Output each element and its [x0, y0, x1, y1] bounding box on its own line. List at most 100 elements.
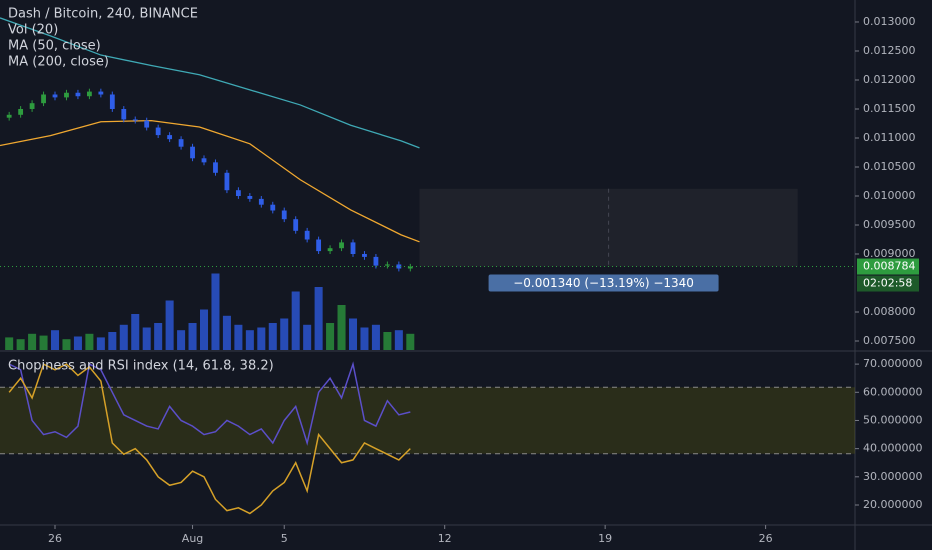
indicator-title: Chopiness and RSI index (14, 61.8, 38.2)	[8, 359, 274, 374]
moving-average	[0, 17, 420, 149]
candle-body	[75, 92, 81, 97]
measure-label: −0.001340 (−13.19%) −1340	[513, 276, 694, 290]
candle-body	[178, 139, 184, 147]
candle-body	[362, 254, 367, 257]
volume-bar	[62, 339, 71, 350]
volume-bar	[406, 333, 415, 350]
y-tick-label: 0.009500	[863, 218, 916, 231]
volume-bar	[177, 330, 186, 350]
candle-body	[316, 239, 322, 252]
volume-bar	[222, 315, 231, 350]
candle-body	[18, 108, 24, 115]
x-tick-label: 5	[281, 532, 288, 545]
volume-bar	[85, 333, 94, 350]
volume-bar	[348, 318, 358, 350]
measure-label-box	[488, 274, 719, 292]
candle-body	[281, 210, 287, 220]
x-tick-label: 26	[759, 532, 773, 545]
candle-body	[327, 248, 333, 252]
volume-bar	[303, 324, 312, 350]
candle-body	[304, 230, 310, 240]
y-tick-label: 0.012500	[863, 44, 916, 57]
volume-bar	[108, 332, 117, 350]
y-tick-label: 30.000000	[863, 470, 923, 483]
last-price-box	[857, 258, 919, 275]
candle-body	[350, 242, 356, 255]
candle-body	[29, 103, 35, 109]
x-tick-label: 19	[598, 532, 612, 545]
x-tick-label: Aug	[182, 532, 203, 545]
indicator-line	[8, 361, 411, 446]
countdown-box	[857, 275, 919, 292]
volume-bar	[73, 336, 82, 350]
volume-bar	[96, 337, 105, 350]
y-tick-label: 0.011500	[863, 102, 916, 115]
volume-bar	[211, 273, 220, 350]
candle-body	[86, 91, 92, 97]
countdown-label: 02:02:58	[863, 277, 912, 290]
candle-body	[167, 135, 173, 140]
legend-entry: Vol (20)	[8, 23, 58, 38]
volume-bar	[188, 323, 197, 350]
candle-body	[339, 242, 344, 249]
moving-average	[0, 119, 420, 243]
volume-bar	[360, 327, 369, 350]
candle-body	[270, 204, 276, 211]
last-price-label: 0.008784	[863, 260, 916, 273]
candle-body	[132, 119, 138, 121]
candle-body	[121, 108, 127, 120]
y-tick-label: 0.011000	[863, 131, 916, 144]
volume-bar	[142, 327, 151, 350]
candle-body	[235, 190, 241, 196]
candle-body	[384, 264, 390, 266]
volume-bar	[314, 287, 323, 350]
y-tick-label: 50.000000	[863, 413, 923, 426]
volume-bar	[199, 309, 209, 350]
volume-bar	[383, 332, 392, 350]
volume-bar	[337, 305, 346, 350]
candle-body	[224, 172, 230, 191]
volume-bar	[394, 330, 403, 350]
y-tick-label: 0.012000	[863, 73, 916, 86]
y-tick-label: 60.000000	[863, 385, 923, 398]
candle-body	[396, 264, 402, 269]
candle-body	[373, 256, 379, 266]
candle-body	[64, 92, 69, 98]
candle-body	[258, 198, 264, 205]
volume-bar	[245, 330, 254, 350]
y-tick-label: 70.000000	[863, 357, 923, 370]
y-tick-label: 0.009000	[863, 247, 916, 260]
candle-body	[190, 146, 195, 159]
candle-body	[41, 94, 46, 104]
candle-body	[293, 219, 299, 231]
volume-bar	[234, 324, 243, 350]
volume-bar	[5, 337, 14, 350]
legend-entry: MA (200, close)	[8, 55, 109, 70]
volume-bar	[280, 318, 289, 350]
y-tick-label: 0.008000	[863, 305, 916, 318]
volume-bar	[257, 327, 266, 350]
legend-entry: MA (50, close)	[8, 39, 101, 54]
candle-body	[144, 120, 150, 128]
volume-bar	[131, 314, 140, 350]
candle-body	[407, 266, 413, 269]
volume-bar	[371, 324, 380, 350]
candle-body	[52, 94, 58, 98]
candle-body	[98, 91, 104, 95]
volume-bar	[154, 323, 163, 350]
candle-body	[247, 195, 253, 199]
volume-bar	[291, 291, 300, 350]
y-tick-label: 0.013000	[863, 15, 916, 28]
candle-body	[6, 114, 12, 118]
y-tick-label: 0.007500	[863, 334, 916, 347]
y-tick-label: 0.010500	[863, 160, 916, 173]
y-tick-label: 0.010000	[863, 189, 916, 202]
volume-bar	[268, 323, 277, 350]
volume-bar	[51, 330, 60, 350]
candle-body	[201, 158, 207, 163]
volume-bar	[326, 323, 335, 350]
volume-bar	[39, 335, 48, 350]
